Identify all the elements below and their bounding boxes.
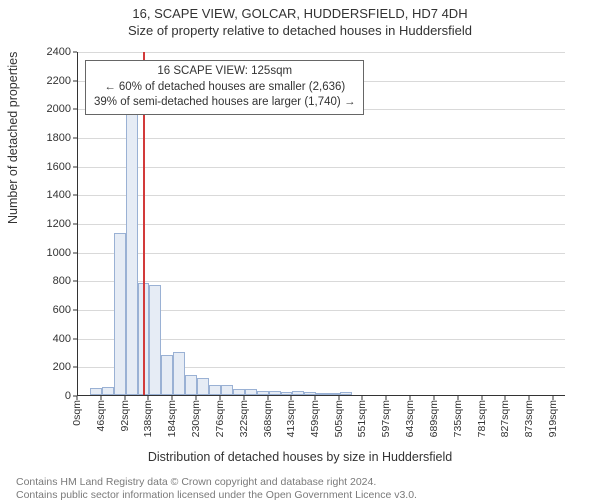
histogram-bar — [114, 233, 126, 395]
gridline — [78, 52, 565, 53]
x-tick-label: 643sqm — [404, 400, 416, 437]
histogram-bar — [316, 393, 328, 395]
histogram-bar — [292, 391, 304, 395]
histogram-bar — [161, 355, 173, 395]
x-axis-label: Distribution of detached houses by size … — [0, 450, 600, 464]
annotation-line: 16 SCAPE VIEW: 125sqm — [94, 64, 355, 80]
gridline — [78, 224, 565, 225]
y-tick-label: 1200 — [31, 218, 71, 230]
histogram-bar — [221, 385, 233, 395]
histogram-bar — [149, 285, 161, 395]
y-tick-label: 1600 — [31, 161, 71, 173]
y-axis-label: Number of detached properties — [6, 52, 20, 224]
annotation-line: 39% of semi-detached houses are larger (… — [94, 95, 355, 111]
y-tick-mark — [73, 166, 77, 167]
y-tick-mark — [73, 195, 77, 196]
gridline — [78, 167, 565, 168]
chart-container: 16, SCAPE VIEW, GOLCAR, HUDDERSFIELD, HD… — [0, 6, 600, 500]
x-tick-label: 505sqm — [333, 400, 345, 437]
footer-line-2: Contains public sector information licen… — [16, 489, 592, 500]
histogram-bar — [90, 388, 102, 395]
y-tick-mark — [73, 52, 77, 53]
y-tick-label: 2400 — [31, 46, 71, 58]
y-tick-label: 1800 — [31, 132, 71, 144]
annotation-line: ← 60% of detached houses are smaller (2,… — [94, 80, 355, 96]
y-tick-label: 0 — [31, 390, 71, 402]
page-subtitle: Size of property relative to detached ho… — [0, 23, 600, 38]
histogram-bar — [185, 375, 197, 395]
y-tick-mark — [73, 252, 77, 253]
y-tick-mark — [73, 109, 77, 110]
gridline — [78, 253, 565, 254]
x-tick-label: 919sqm — [547, 400, 559, 437]
x-tick-label: 138sqm — [142, 400, 154, 437]
y-tick-label: 2000 — [31, 103, 71, 115]
gridline — [78, 138, 565, 139]
y-tick-label: 200 — [31, 361, 71, 373]
histogram-bar — [304, 392, 316, 395]
x-tick-label: 551sqm — [356, 400, 368, 437]
x-tick-label: 873sqm — [523, 400, 535, 437]
y-tick-mark — [73, 310, 77, 311]
x-tick-label: 689sqm — [428, 400, 440, 437]
histogram-bar — [102, 387, 114, 395]
x-tick-label: 0sqm — [71, 400, 83, 426]
x-tick-label: 413sqm — [285, 400, 297, 437]
x-tick-label: 184sqm — [166, 400, 178, 437]
y-tick-mark — [73, 338, 77, 339]
x-tick-label: 276sqm — [214, 400, 226, 437]
y-tick-mark — [73, 281, 77, 282]
histogram-bar — [245, 389, 257, 395]
x-tick-label: 735sqm — [452, 400, 464, 437]
histogram-bar — [340, 392, 352, 395]
histogram-bar — [126, 68, 138, 395]
histogram-bar — [257, 391, 269, 395]
footer: Contains HM Land Registry data © Crown c… — [16, 476, 592, 500]
footer-line-1: Contains HM Land Registry data © Crown c… — [16, 476, 592, 489]
x-tick-label: 459sqm — [309, 400, 321, 437]
y-tick-mark — [73, 138, 77, 139]
x-tick-label: 781sqm — [476, 400, 488, 437]
gridline — [78, 281, 565, 282]
x-tick-label: 230sqm — [190, 400, 202, 437]
histogram-bar — [281, 392, 293, 395]
histogram-bar — [233, 389, 245, 395]
annotation-box: 16 SCAPE VIEW: 125sqm← 60% of detached h… — [85, 60, 364, 115]
y-tick-label: 400 — [31, 333, 71, 345]
histogram-bar — [173, 352, 185, 395]
x-tick-label: 597sqm — [380, 400, 392, 437]
x-tick-label: 46sqm — [95, 400, 107, 432]
y-tick-label: 600 — [31, 304, 71, 316]
histogram-bar — [209, 385, 221, 395]
x-tick-label: 322sqm — [238, 400, 250, 437]
histogram-bar — [197, 378, 209, 395]
y-tick-mark — [73, 224, 77, 225]
x-tick-label: 368sqm — [262, 400, 274, 437]
y-tick-label: 2200 — [31, 75, 71, 87]
y-tick-mark — [73, 80, 77, 81]
x-tick-label: 827sqm — [499, 400, 511, 437]
y-tick-label: 1000 — [31, 247, 71, 259]
histogram-bar — [328, 393, 340, 395]
y-tick-mark — [73, 367, 77, 368]
histogram-bar — [269, 391, 281, 395]
y-tick-label: 1400 — [31, 189, 71, 201]
y-tick-label: 800 — [31, 275, 71, 287]
x-tick-label: 92sqm — [119, 400, 131, 432]
gridline — [78, 195, 565, 196]
page-title: 16, SCAPE VIEW, GOLCAR, HUDDERSFIELD, HD… — [0, 6, 600, 21]
